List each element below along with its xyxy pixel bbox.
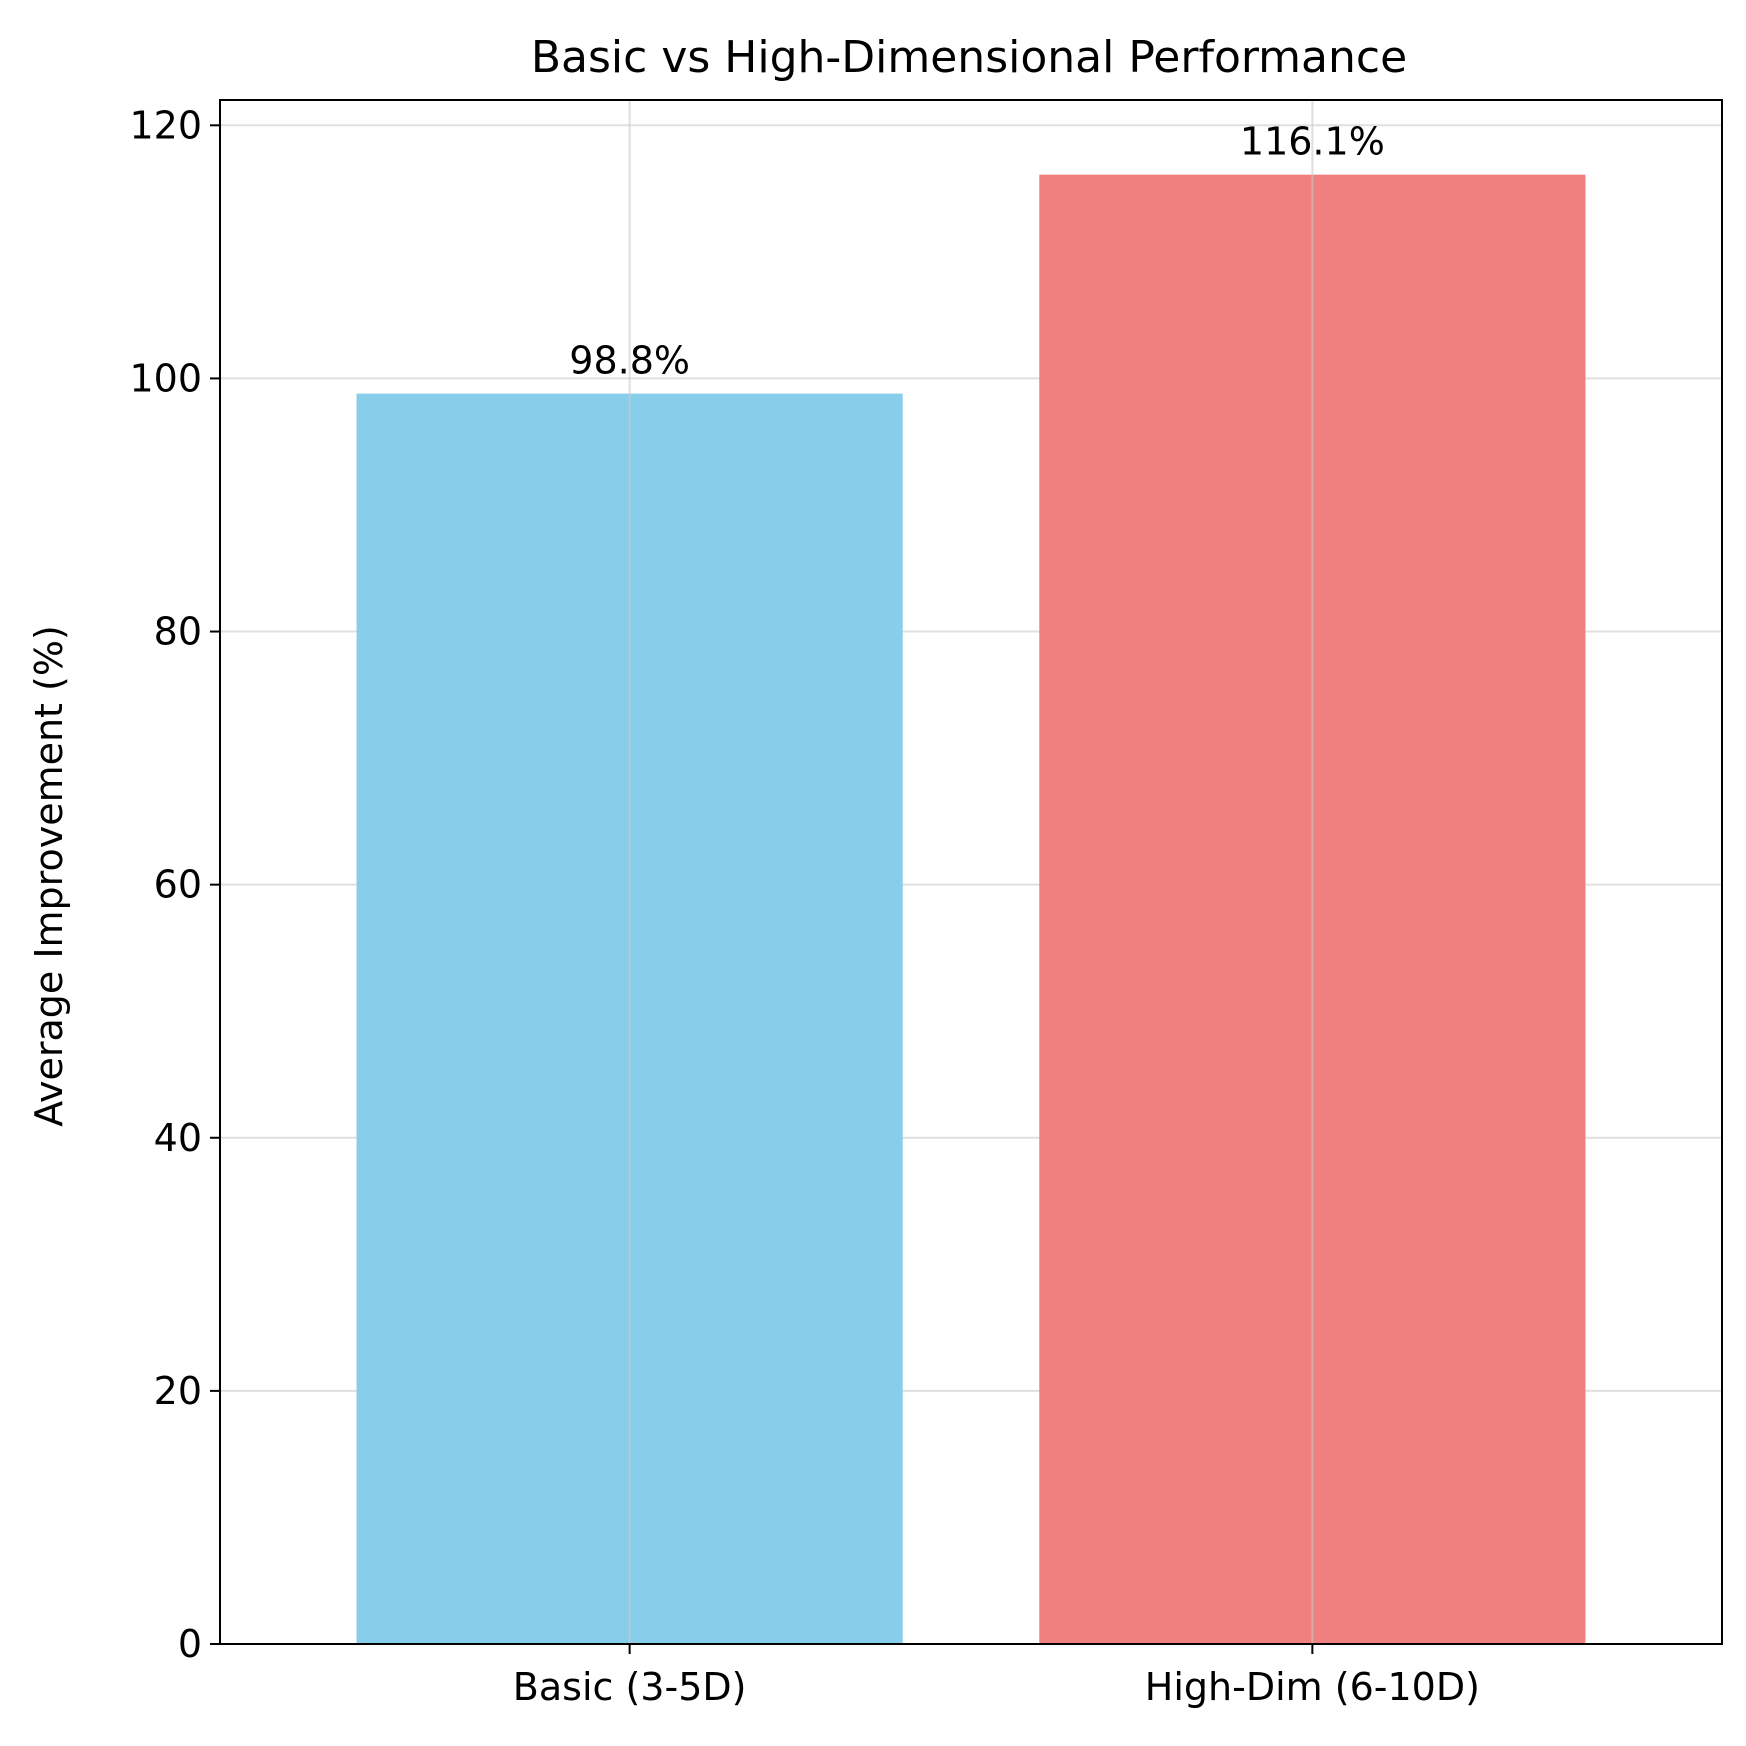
y-tick-label: 100 <box>129 356 202 400</box>
chart-title: Basic vs High-Dimensional Performance <box>531 32 1407 83</box>
plot-frame <box>219 99 1723 1645</box>
y-tick-label: 0 <box>178 1622 202 1666</box>
y-tick-label: 80 <box>154 610 202 654</box>
y-tick-label: 120 <box>129 103 202 147</box>
data-label: 98.8% <box>569 339 690 383</box>
data-labels: 98.8% 116.1% <box>569 120 1385 383</box>
x-axis-ticks: Basic (3-5D) High-Dim (6-10D) <box>513 1644 1480 1709</box>
data-label: 116.1% <box>1240 120 1385 164</box>
y-tick-label: 60 <box>154 863 202 907</box>
x-tick-label: Basic (3-5D) <box>513 1665 747 1709</box>
y-tick-label: 20 <box>154 1369 202 1413</box>
x-tick-label: High-Dim (6-10D) <box>1145 1665 1480 1709</box>
vertical-grid-lines <box>628 100 1314 1644</box>
y-tick-label: 40 <box>154 1116 202 1160</box>
y-axis-label: Average Improvement (%) <box>27 625 71 1127</box>
y-axis-ticks: 0 20 40 60 80 100 120 <box>129 103 220 1666</box>
